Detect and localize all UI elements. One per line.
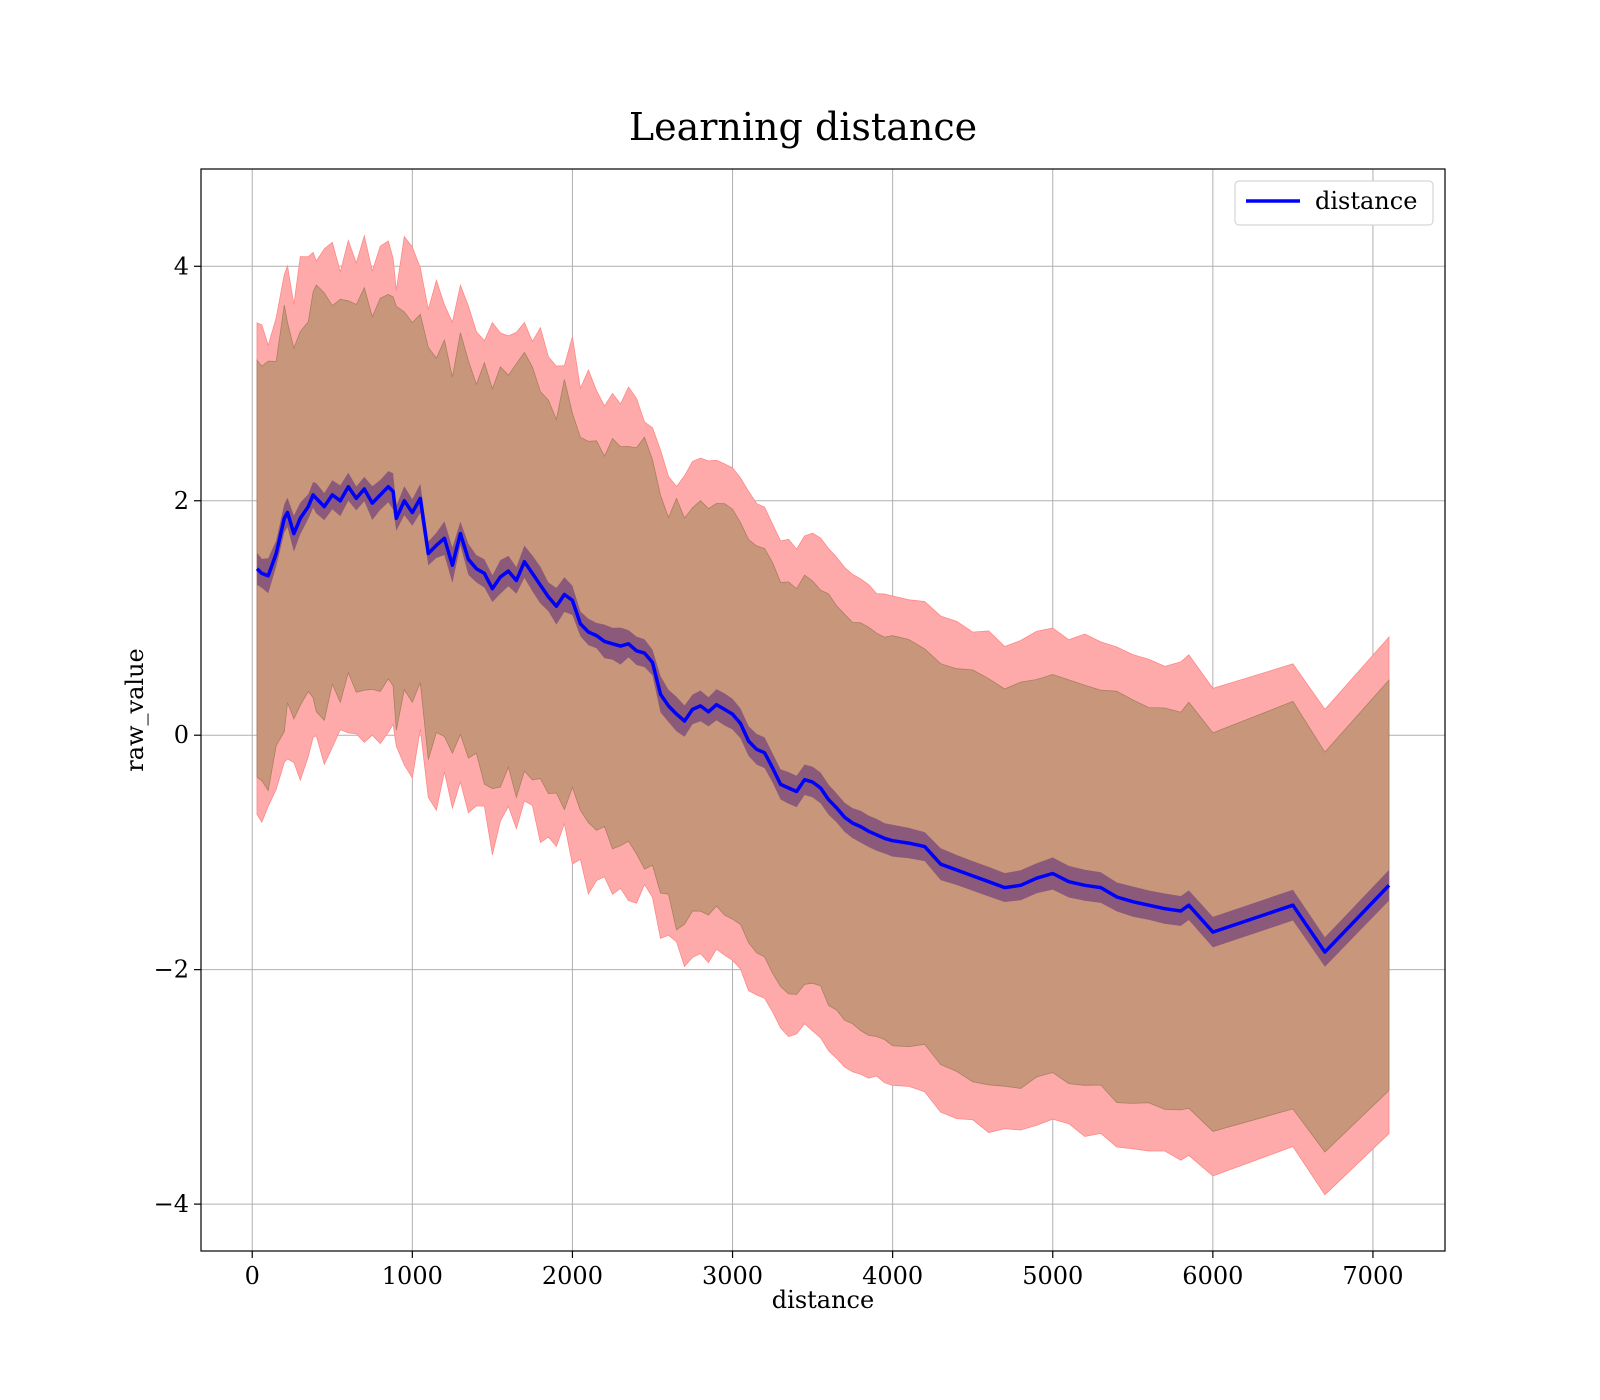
x-tick-label: 7000 [1342, 1262, 1403, 1290]
x-tick-label: 2000 [542, 1262, 603, 1290]
band-layer [256, 234, 1390, 1196]
middle-confidence-band [256, 284, 1390, 1153]
legend-box [1234, 180, 1434, 226]
y-tick-label: −4 [154, 1190, 189, 1218]
y-tick-label: 0 [174, 721, 189, 749]
x-axis-label: distance [772, 1286, 874, 1314]
chart-title: Learning distance [629, 105, 977, 149]
inner-confidence-band [257, 471, 1389, 967]
plot-frame [200, 168, 1446, 1252]
y-axis-label: raw_value [121, 648, 149, 772]
x-tick-label: 5000 [1022, 1262, 1083, 1290]
y-tick-label: 2 [174, 487, 189, 515]
y-tick-label: −2 [154, 956, 189, 984]
x-tick-label: 0 [245, 1262, 260, 1290]
line-layer [255, 484, 1391, 954]
legend-label: distance [1315, 187, 1417, 215]
x-tick-label: 6000 [1182, 1262, 1243, 1290]
legend: distance [1234, 180, 1434, 226]
distance-series-line [255, 484, 1391, 954]
y-tick-label: 4 [174, 252, 189, 280]
x-tick-label: 4000 [862, 1262, 923, 1290]
tick-layer: 0 1000 2000 3000 4000 5000 6000 7000 −4 −2 0 2 4 [154, 252, 1404, 1290]
x-tick-label: 3000 [702, 1262, 763, 1290]
x-tick-label: 1000 [382, 1262, 443, 1290]
